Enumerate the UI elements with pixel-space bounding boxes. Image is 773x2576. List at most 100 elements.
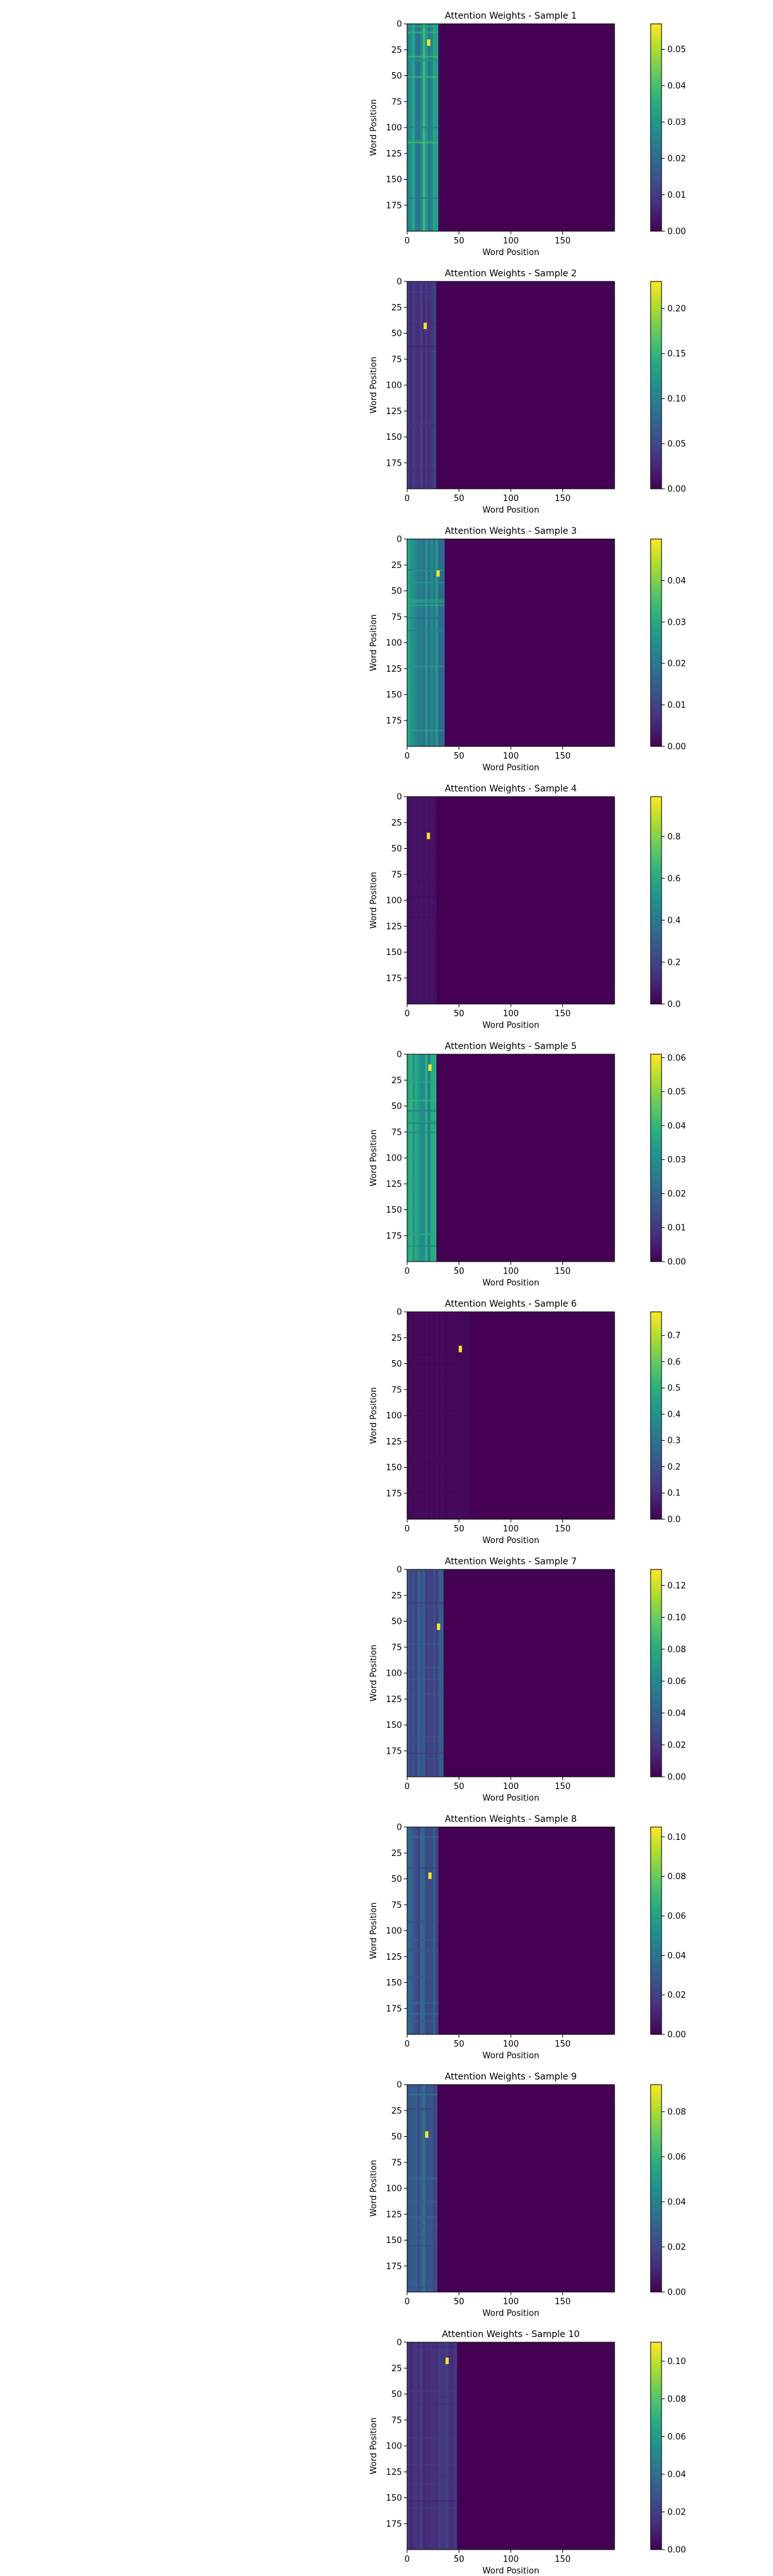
heatmap-cell-column (441, 539, 444, 746)
y-tick-label: 100 (386, 639, 402, 649)
y-tick-label: 150 (386, 690, 402, 700)
x-axis-label: Word Position (482, 763, 539, 773)
heatmap-row-stripe (407, 2216, 437, 2219)
heatmap-row-stripe (407, 2437, 457, 2439)
heatmap-cell-column (420, 281, 423, 489)
heatmap-cell-column (433, 1312, 436, 1519)
heatmap-row-stripe (407, 582, 444, 583)
heatmap-row-stripe (407, 348, 437, 350)
y-tick-label: 0 (397, 793, 402, 802)
colorbar-tick-label: 0.03 (667, 618, 686, 627)
x-tick-label: 150 (555, 2040, 571, 2049)
heatmap-row-stripe (407, 1752, 444, 1754)
y-tick-label: 0 (397, 1308, 402, 1318)
heatmap-cell-column (428, 1054, 431, 1262)
heatmap-cell-column (459, 1312, 462, 1519)
colorbar-tick-label: 0.03 (667, 1155, 686, 1165)
colorbar-tick-label: 0.04 (667, 1709, 686, 1718)
heatmap-cell-column (466, 1312, 470, 1519)
y-tick-label: 100 (386, 2184, 402, 2194)
y-tick-label: 75 (391, 2158, 402, 2168)
y-tick-label: 125 (386, 1180, 402, 1189)
heatmap-cell-column (425, 2085, 428, 2292)
heatmap-row-stripe (407, 1110, 437, 1112)
heatmap-chart-2: Attention Weights - Sample 2 0 50 100 150 0 25… (369, 269, 686, 515)
y-tick-label: 150 (386, 948, 402, 958)
heatmap-cell-column (407, 2342, 410, 2550)
y-tick-label: 75 (391, 2416, 402, 2425)
heatmap-cell-column (412, 2085, 415, 2292)
heatmap-cell-column (448, 2342, 452, 2550)
x-tick-label: 50 (453, 236, 464, 246)
colorbar-tick-label: 0.10 (667, 395, 686, 404)
heatmap-row-stripe (407, 2396, 457, 2398)
heatmap-cell-column (433, 1827, 436, 2034)
heatmap-row-stripe (407, 2403, 457, 2405)
heatmap-cell-column (412, 1827, 415, 2034)
colorbar-tick-label: 0.3 (667, 1436, 681, 1446)
heatmap-cell-column (438, 1827, 439, 2034)
x-tick-label: 50 (453, 1524, 464, 1534)
heatmap-cell-column (443, 1569, 444, 1777)
heatmap-row-stripe (407, 2224, 437, 2227)
colorbar-tick-label: 0.06 (667, 2153, 686, 2163)
heatmap-peak-cell (437, 1624, 441, 1631)
heatmap-cell-column (430, 1827, 434, 2034)
heatmap-cell-column (425, 1054, 428, 1262)
heatmap-cell-column (420, 1827, 423, 2034)
y-tick-label: 150 (386, 1463, 402, 1473)
heatmap-cell-column (417, 2085, 421, 2292)
colorbar-tick-label: 0.06 (667, 1054, 686, 1063)
heatmap-row-stripe (407, 1920, 439, 1923)
y-tick-label: 50 (391, 329, 402, 339)
heatmap-cell-column (428, 1827, 431, 2034)
heatmap-row-stripe (407, 2286, 437, 2289)
heatmap-row-stripe (407, 291, 437, 294)
x-tick-label: 150 (555, 752, 571, 761)
chart-title: Attention Weights - Sample 1 (445, 11, 577, 21)
y-tick-label: 50 (391, 1875, 402, 1884)
heatmap-row-stripe (407, 1122, 437, 1124)
heatmap-row-stripe (407, 2507, 457, 2509)
heatmap-background (407, 2085, 615, 2292)
heatmap-cell-column (430, 539, 434, 746)
x-tick-label: 150 (555, 2555, 571, 2564)
heatmap-cell-column (423, 281, 426, 489)
x-tick-label: 0 (405, 236, 410, 246)
heatmap-row-stripe (407, 930, 437, 932)
heatmap-cell-column (410, 797, 413, 1004)
colorbar-tick-label: 0.10 (667, 2357, 686, 2367)
heatmap-cell-column (453, 2342, 457, 2550)
heatmap-cell-column (453, 1312, 457, 1519)
colorbar (650, 1569, 662, 1777)
heatmap-cell-column (420, 2085, 423, 2292)
heatmap-cell-column (410, 2085, 413, 2292)
x-tick-label: 50 (453, 752, 464, 761)
colorbar-tick-label: 0.00 (667, 743, 686, 752)
y-tick-label: 50 (391, 2132, 402, 2142)
heatmap-row-stripe (407, 837, 437, 839)
colorbar-tick-label: 0.12 (667, 1581, 686, 1591)
heatmap-cell-column (430, 1569, 434, 1777)
heatmap-cell-column (438, 1312, 441, 1519)
y-tick-label: 25 (391, 303, 402, 313)
x-tick-label: 0 (405, 752, 410, 761)
colorbar-tick-label: 0.0 (667, 1515, 681, 1525)
heatmap-cell-column (443, 1312, 446, 1519)
x-tick-label: 50 (453, 1009, 464, 1019)
colorbar-tick-label: 0.4 (667, 916, 681, 925)
heatmap-peak-cell (423, 322, 427, 329)
heatmap-cell-column (428, 281, 431, 489)
heatmap-row-stripe (407, 1353, 470, 1356)
y-tick-label: 150 (386, 1206, 402, 1215)
colorbar (650, 281, 662, 489)
heatmap-cell-column (417, 2342, 421, 2550)
heatmap-cell-column (420, 1054, 423, 1262)
colorbar (650, 2342, 662, 2550)
heatmap-cell-column (423, 1569, 426, 1777)
y-tick-label: 100 (386, 124, 402, 133)
colorbar (650, 1826, 662, 2035)
heatmap-row-stripe (407, 126, 439, 129)
y-tick-label: 0 (397, 20, 402, 30)
